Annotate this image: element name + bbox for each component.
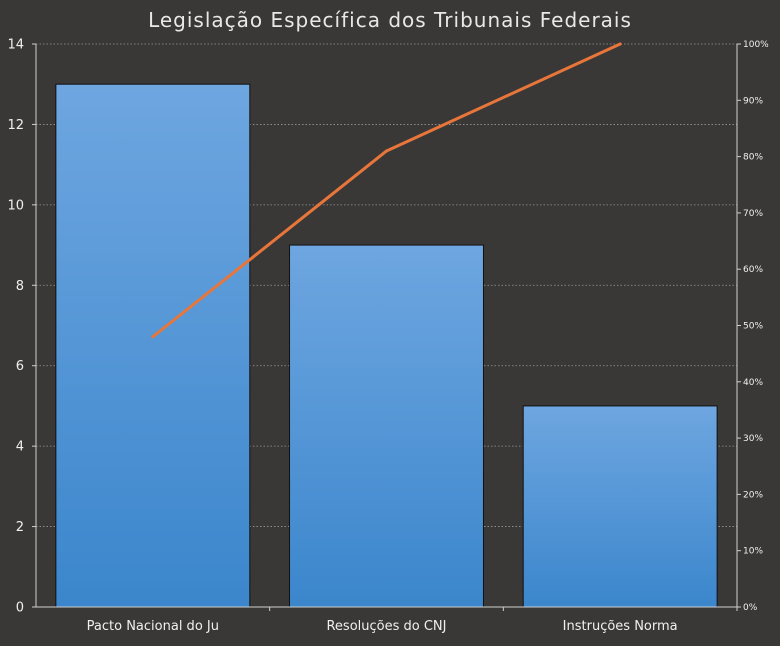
y-left-tick-label: 10: [7, 198, 24, 213]
y-right-tick-label: 40%: [743, 378, 763, 388]
cumulative-line-series: [151, 42, 622, 339]
y-right-tick-label: 100%: [743, 40, 769, 50]
line-point: [618, 42, 622, 46]
bar: [55, 83, 251, 608]
y-left-tick-label: 12: [7, 118, 24, 133]
y-right-tick-label: 60%: [743, 265, 763, 275]
y-right-tick-label: 10%: [743, 547, 763, 557]
y-right-tick-label: 0%: [743, 603, 758, 613]
x-tick-label: Resoluções do CNJ: [326, 619, 446, 634]
y-right-tick-label: 50%: [743, 322, 763, 332]
bar: [522, 405, 718, 608]
y-right-tick-label: 80%: [743, 153, 763, 163]
x-tick-label: Pacto Nacional do Ju: [87, 619, 219, 634]
bar: [289, 244, 484, 608]
y-right-tick-label: 20%: [743, 490, 763, 500]
y-right-tick-label: 90%: [743, 96, 763, 106]
tick-labels: 0 2 4 6 8 10 12 14 0% 10% 20% 30% 40% 50% 60% 70% 80% 90%…: [7, 38, 769, 635]
x-tick-label: Instruções Norma: [563, 619, 678, 634]
y-right-tick-label: 70%: [743, 209, 763, 219]
y-left-tick-label: 2: [16, 520, 24, 535]
y-right-tick-label: 30%: [743, 434, 763, 444]
y-left-tick-label: 4: [16, 440, 24, 455]
line-point: [151, 335, 155, 339]
chart-title: Legislação Específica dos Tribunais Fede…: [148, 8, 632, 32]
y-left-tick-label: 0: [16, 601, 24, 616]
y-left-tick-label: 8: [16, 279, 24, 294]
line-point: [385, 149, 388, 153]
bar-series: [55, 83, 718, 608]
y-left-tick-label: 14: [7, 38, 24, 53]
y-left-tick-label: 6: [16, 359, 24, 374]
axes: [32, 43, 741, 611]
